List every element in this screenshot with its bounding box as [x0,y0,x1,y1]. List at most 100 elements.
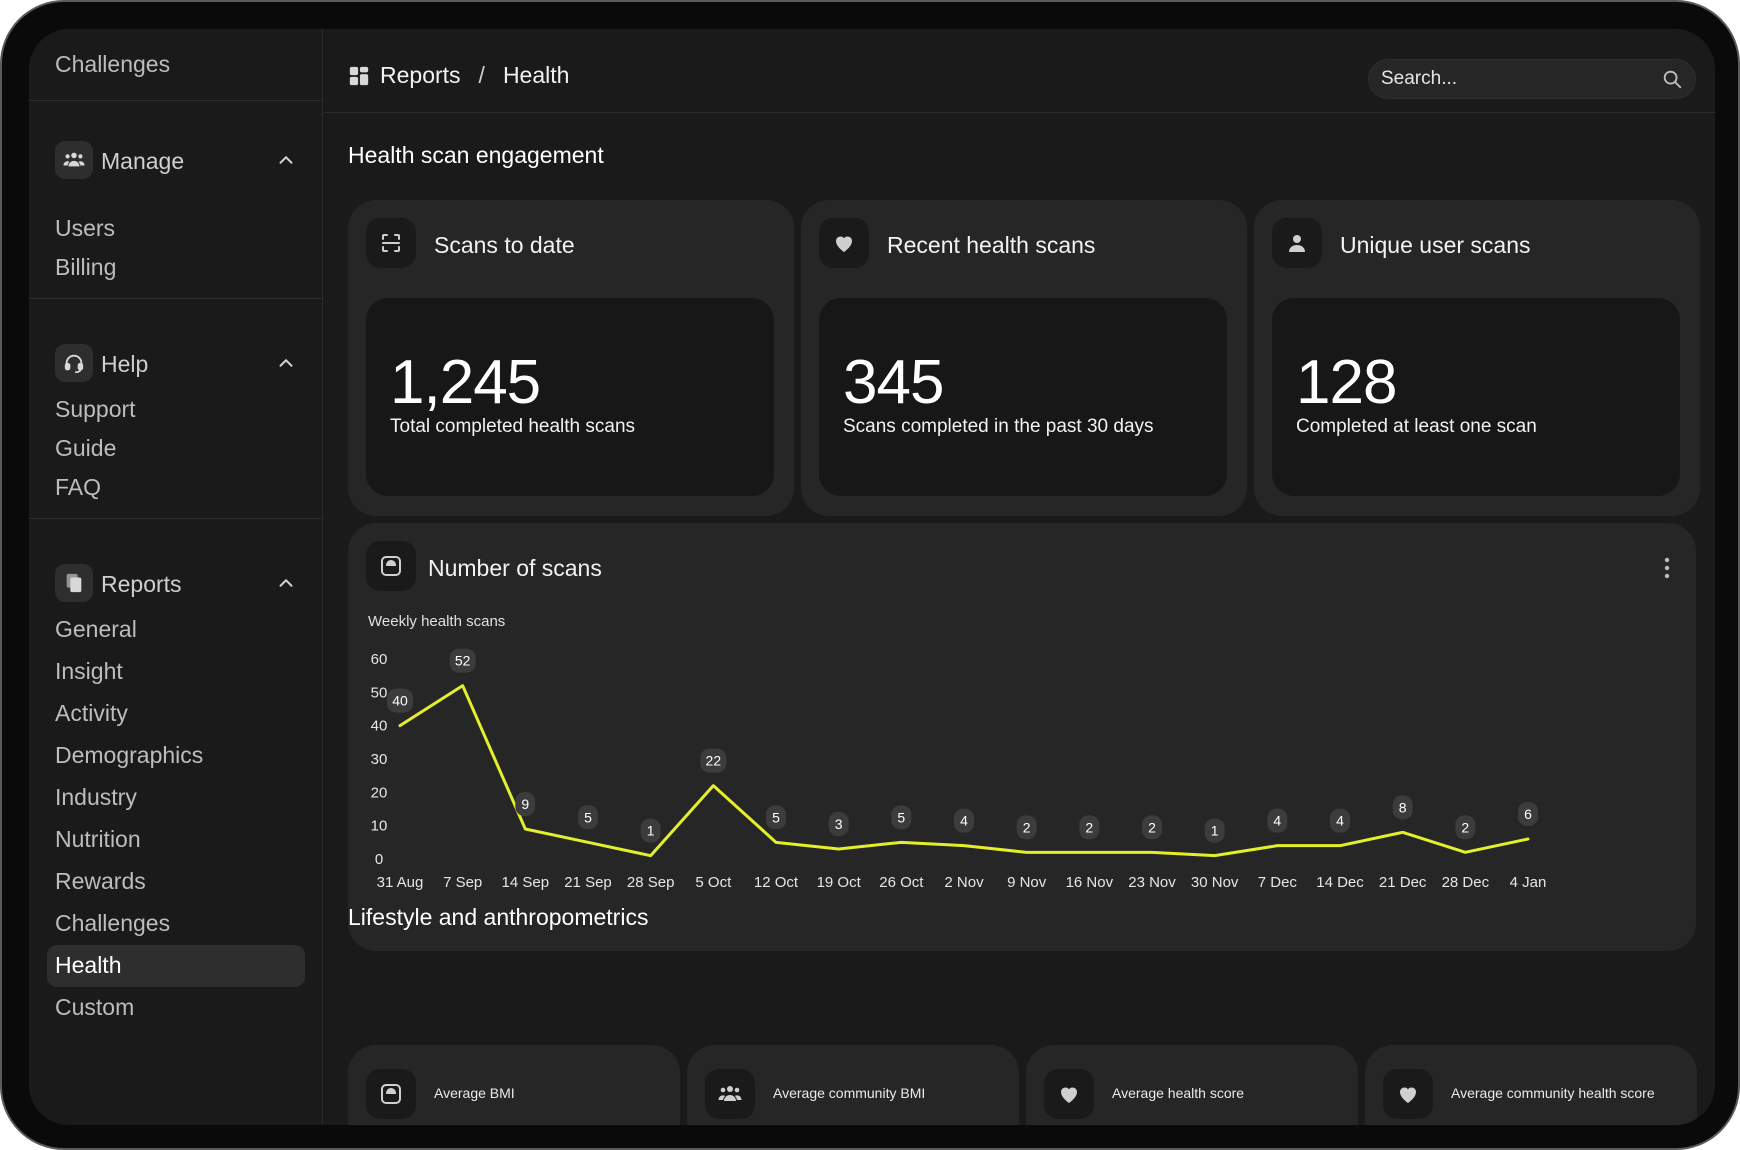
sidebar-item-insight[interactable]: Insight [55,658,123,684]
data-label-badge [578,805,598,830]
data-label-badge [1079,815,1100,840]
group-icon [705,1069,755,1119]
top-bar: Reports / Health [324,29,1715,113]
section-title-engagement: Health scan engagement [348,142,604,168]
x-tick-label: 9 Nov [1007,874,1047,891]
sidebar-header-help[interactable]: Help [29,342,323,386]
data-label-badge [515,792,536,816]
documents-icon [55,564,93,602]
sidebar-item-users[interactable]: Users [55,215,116,241]
more-options-icon[interactable] [1664,557,1670,579]
stat-caption: Completed at least one scan [1296,416,1537,437]
x-tick-label: 30 Nov [1191,874,1239,891]
x-tick-label: 14 Sep [502,874,550,891]
sidebar-item-rewards[interactable]: Rewards [55,868,146,894]
data-label: 3 [835,816,843,832]
sidebar-top: Challenges [29,29,322,101]
data-label: 40 [392,693,408,709]
data-label-badge [1016,815,1037,840]
breadcrumb-reports[interactable]: Reports [380,62,461,88]
chevron-up-icon[interactable] [275,149,297,171]
chevron-up-icon[interactable] [275,352,297,374]
y-tick-label: 10 [371,818,388,835]
mini-card-average-community-health-score: Average community health score [1365,1045,1697,1125]
breadcrumb-health: Health [502,62,570,88]
data-label: 5 [772,809,780,825]
sidebar-header-manage[interactable]: Manage [29,139,323,183]
data-label-badge [449,648,476,673]
data-label: 4 [960,813,968,829]
sidebar-header-label: Manage [101,148,185,174]
search-input[interactable] [1381,66,1651,92]
sidebar-section-reports: Reports General Insight Activity Demogra… [29,519,323,1125]
x-tick-label: 26 Oct [879,874,924,891]
data-label-badge [766,805,786,830]
search-icon[interactable] [1661,68,1683,90]
user-icon [1272,218,1322,268]
sidebar-item-demographics[interactable]: Demographics [55,742,204,768]
sidebar-header-label: Reports [101,571,182,597]
breadcrumb-separator: / [478,62,485,88]
data-label-badge [1204,818,1225,843]
sidebar-item-nutrition[interactable]: Nutrition [55,826,141,852]
sidebar-section-help: Help Support Guide FAQ [29,299,323,519]
data-label: 22 [706,753,722,769]
y-tick-label: 20 [371,784,388,801]
stat-value: 1,245 [390,348,541,417]
stat-card-label: Scans to date [434,232,575,258]
sidebar-item-guide[interactable]: Guide [55,435,117,461]
data-label: 52 [455,653,471,669]
dashboard-icon [349,66,369,85]
x-tick-label: 2 Nov [944,874,984,891]
chart-title: Weekly health scans [368,613,506,630]
heart-icon [819,218,869,268]
y-tick-label: 60 [371,651,388,668]
sidebar-item-challenges[interactable]: Challenges [55,910,171,936]
x-tick-label: 19 Oct [817,874,862,891]
sidebar-item-support[interactable]: Support [55,396,136,422]
data-label-badge [1392,795,1413,820]
x-tick-label: 28 Sep [627,874,675,891]
data-label-badge [828,812,849,836]
data-label: 6 [1524,806,1532,822]
y-tick-label: 50 [371,684,388,701]
sidebar-item-activity[interactable]: Activity [55,700,128,726]
data-label: 1 [647,823,655,839]
data-label-badge [1518,802,1538,826]
x-tick-label: 7 Dec [1258,874,1298,891]
section-title-lifestyle: Lifestyle and anthropometrics [348,904,649,930]
mini-card-average-community-bmi: Average community BMI [687,1045,1019,1125]
sidebar-item-faq[interactable]: FAQ [55,474,102,500]
data-label: 2 [1023,819,1031,835]
sidebar-item-health[interactable]: Health [55,952,122,978]
x-tick-label: 4 Jan [1510,874,1547,891]
data-label-badge [954,808,974,833]
chevron-up-icon[interactable] [275,572,297,594]
sidebar-item-industry[interactable]: Industry [55,784,137,810]
stat-card-scans-to-date: Scans to date 1,245 Total completed heal… [348,200,794,516]
mini-card-average-health-score: Average health score [1026,1045,1358,1125]
stat-card-recent-scans: Recent health scans 345 Scans completed … [801,200,1247,516]
headset-icon [55,344,93,382]
y-tick-label: 0 [375,851,383,868]
stat-card-label: Unique user scans [1340,232,1531,258]
mini-card-label: Average community BMI [773,1085,926,1101]
sidebar-header-reports[interactable]: Reports [29,562,323,606]
sidebar-header-label: Help [101,351,149,377]
sidebar-item-general[interactable]: General [55,616,137,642]
chart-card-number-of-scans: Number of scans Weekly health scans 0 10 2… [348,523,1696,951]
stat-card-body: 1,245 Total completed health scans [366,298,774,496]
mini-card-label: Average BMI [434,1085,515,1101]
sidebar-item-custom[interactable]: Custom [55,994,135,1020]
data-label-badge [1455,815,1476,840]
y-tick-label: 30 [371,751,388,768]
data-label-badge [1267,808,1288,833]
sidebar-item-billing[interactable]: Billing [55,254,117,280]
data-label: 4 [1273,813,1281,829]
breadcrumb: Reports / Health [348,62,569,89]
x-tick-label: 31 Aug [377,874,424,891]
stat-value: 345 [843,348,944,417]
sidebar-item-challenges-top[interactable]: Challenges [55,51,171,77]
data-label-badge [700,748,727,773]
